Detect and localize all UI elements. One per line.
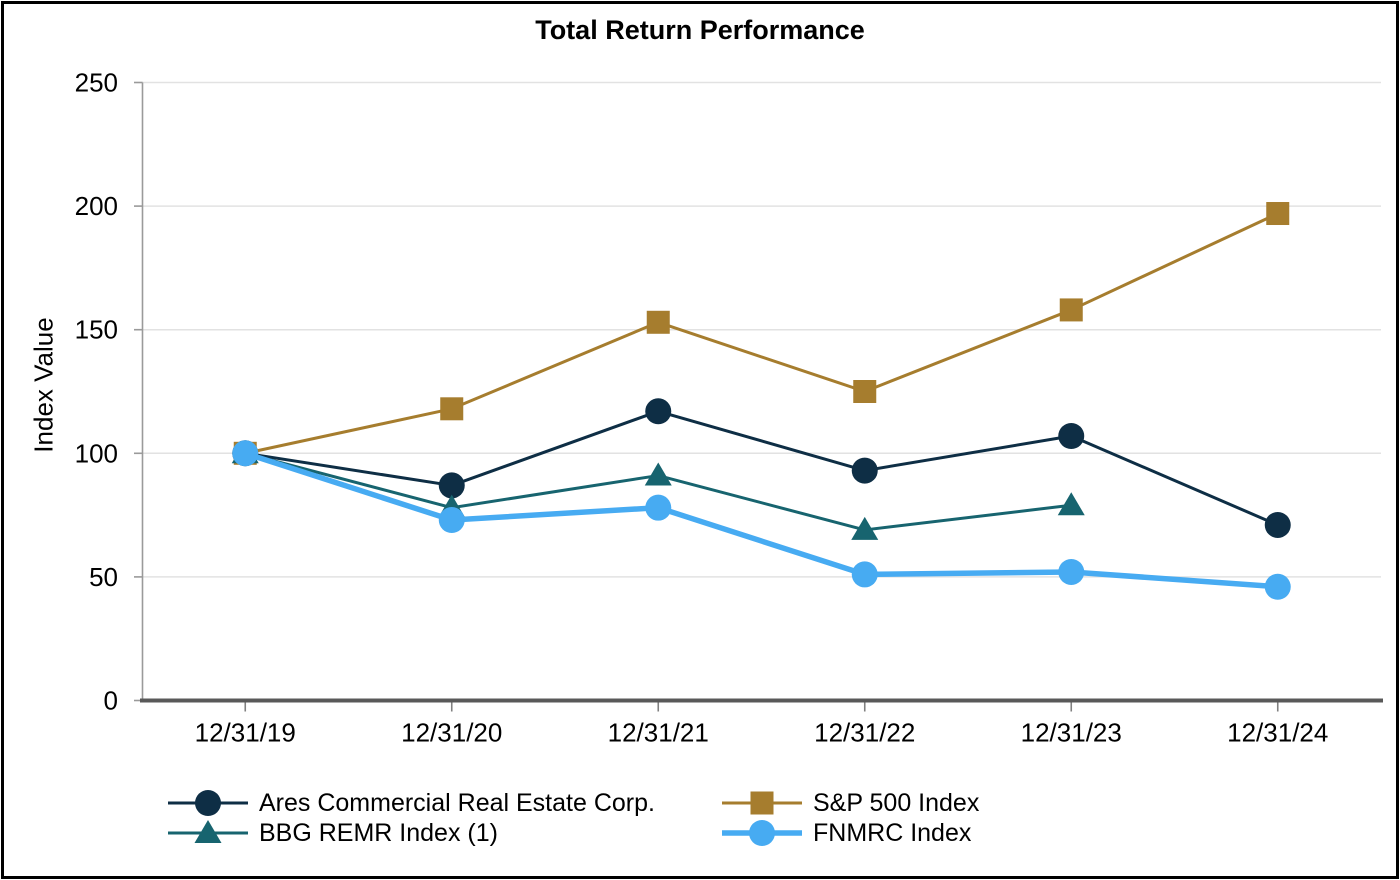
legend-label-fnmrc: FNMRC Index <box>813 818 972 847</box>
legend-item-bbg-remr: BBG REMR Index (1) <box>168 818 498 848</box>
legend-item-ares: Ares Commercial Real Estate Corp. <box>168 788 655 818</box>
y-tick-label: 100 <box>75 438 118 468</box>
legend-item-sp500: S&P 500 Index <box>722 788 979 818</box>
legend-label-ares: Ares Commercial Real Estate Corp. <box>259 788 655 817</box>
legend-label-sp500: S&P 500 Index <box>813 788 980 817</box>
x-tick-label: 12/31/19 <box>195 718 296 748</box>
x-tick-label: 12/31/22 <box>814 718 915 748</box>
series-line <box>245 409 1279 527</box>
data-point <box>645 398 672 425</box>
data-point <box>1264 573 1291 600</box>
data-point <box>644 462 672 486</box>
series-ares <box>232 398 1291 538</box>
series-fnmrc <box>232 440 1291 600</box>
x-tick-label: 12/31/20 <box>401 718 502 748</box>
x-tick-label: 12/31/21 <box>608 718 709 748</box>
legend-marker-fnmrc-icon <box>722 820 802 846</box>
data-point <box>1266 202 1290 226</box>
data-point <box>851 516 879 540</box>
data-point <box>851 457 878 484</box>
y-tick-label: 150 <box>75 315 118 345</box>
legend-marker-shape <box>194 820 222 843</box>
legend-item-fnmrc: FNMRC Index <box>722 818 971 848</box>
y-tick-label: 0 <box>104 686 118 716</box>
legend-marker-shape <box>749 820 775 846</box>
data-point <box>1264 511 1291 538</box>
data-point <box>1058 558 1085 585</box>
legend-marker-shape <box>195 790 221 816</box>
y-tick-label: 200 <box>75 191 118 221</box>
legend-label-bbg-remr: BBG REMR Index (1) <box>259 818 498 847</box>
series-sp500 <box>233 202 1290 465</box>
data-point <box>440 397 464 421</box>
data-point <box>853 380 877 403</box>
data-point <box>438 507 465 534</box>
data-point <box>851 561 878 588</box>
data-point <box>1058 422 1085 449</box>
data-point <box>232 440 259 467</box>
x-tick-label: 12/31/23 <box>1021 718 1122 748</box>
y-tick-label: 250 <box>75 68 118 98</box>
data-point <box>1057 492 1085 516</box>
series-line <box>244 450 1278 590</box>
x-tick-label: 12/31/24 <box>1227 718 1328 748</box>
data-point <box>1059 298 1083 322</box>
legend-marker-bbg-remr-icon <box>168 820 248 843</box>
legend-marker-sp500-icon <box>722 791 802 815</box>
legend-marker-shape <box>750 791 774 815</box>
data-point <box>438 472 465 499</box>
legend-marker-ares-icon <box>168 790 248 816</box>
total-return-chart: 0 50 100 150 200 250 12/31/19 12/31/20 12/31/21 1… <box>75 68 1383 748</box>
series-line <box>244 212 1279 455</box>
data-point <box>646 310 670 334</box>
data-point <box>645 494 672 521</box>
y-tick-label: 50 <box>89 562 118 592</box>
chart-title: Total Return Performance <box>535 15 865 45</box>
